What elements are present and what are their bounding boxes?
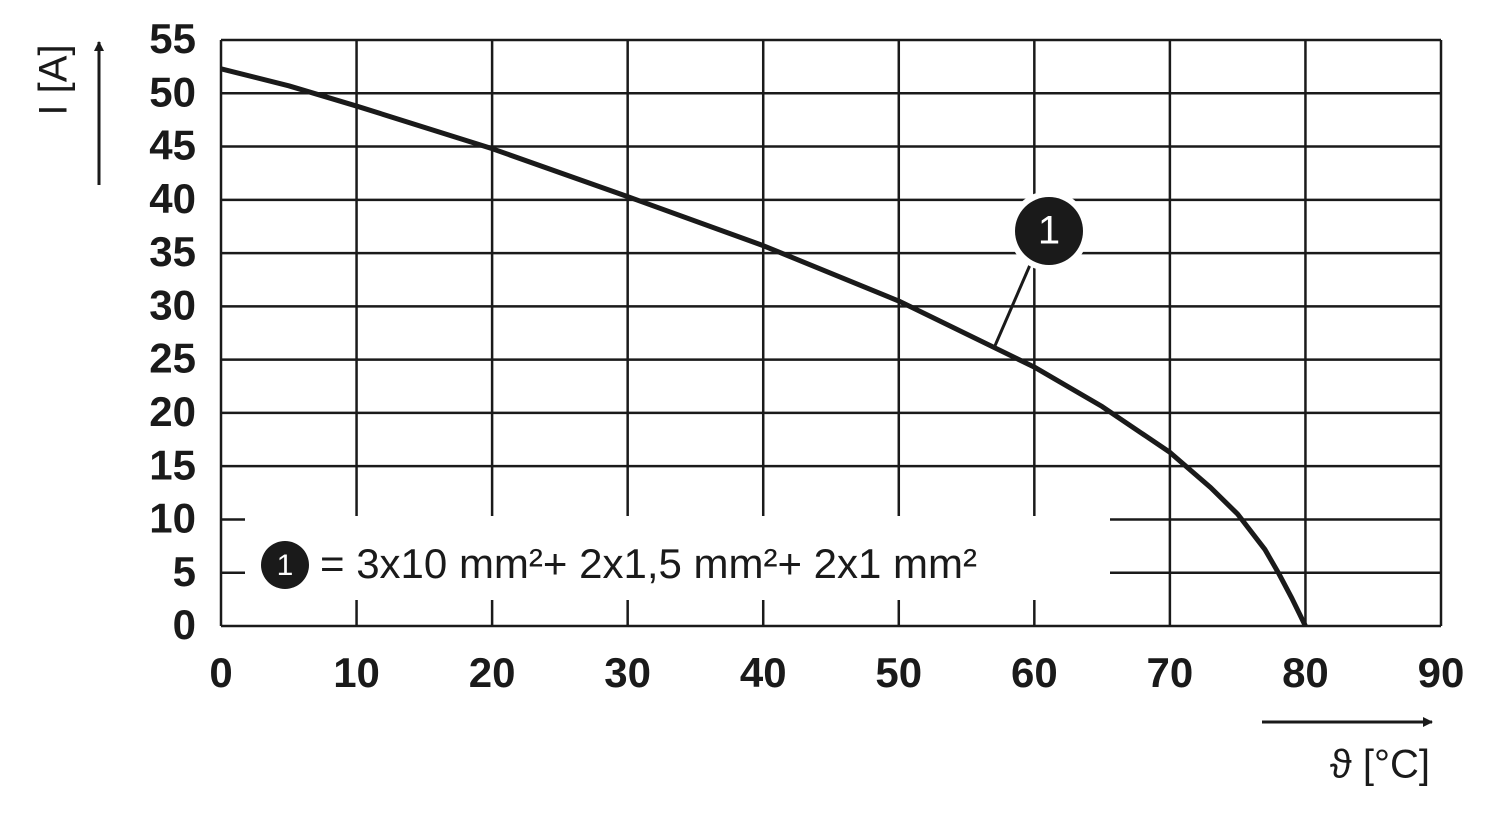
callout-label: 1 (1038, 209, 1060, 253)
y-tick-label: 35 (149, 228, 196, 275)
x-axis-label: ϑ [°C] (1330, 743, 1430, 787)
y-tick-label: 15 (149, 441, 196, 488)
y-tick-label: 40 (149, 175, 196, 222)
callout: 1 (992, 191, 1089, 349)
legend: 1 = 3x10 mm²+ 2x1,5 mm²+ 2x1 mm² (245, 516, 1110, 600)
x-tick-label: 30 (604, 649, 651, 696)
x-tick-label: 0 (209, 649, 232, 696)
legend-box (245, 516, 1110, 600)
callout-marker (1015, 197, 1083, 265)
y-axis-label: I [A] (32, 44, 76, 115)
x-tick-label: 60 (1011, 649, 1058, 696)
y-tick-label: 0 (173, 601, 196, 648)
y-tick-label: 55 (149, 15, 196, 62)
x-tick-label: 20 (469, 649, 516, 696)
x-tick-label: 10 (333, 649, 380, 696)
x-tick-label: 80 (1282, 649, 1329, 696)
plot (220, 66, 1308, 628)
y-tick-label: 50 (149, 68, 196, 115)
legend-marker-label: 1 (277, 549, 294, 582)
line-series (220, 66, 1308, 628)
y-tick-label: 25 (149, 335, 196, 382)
legend-marker (261, 541, 309, 589)
y-tick-label: 10 (149, 495, 196, 542)
y-tick-label: 20 (149, 388, 196, 435)
y-tick-label: 45 (149, 122, 196, 169)
callout-leader (992, 264, 1032, 349)
x-tick-label: 50 (875, 649, 922, 696)
y-tick-label: 30 (149, 281, 196, 328)
x-tick-label: 90 (1418, 649, 1465, 696)
x-tick-label: 40 (740, 649, 787, 696)
y-tick-label: 5 (173, 548, 196, 595)
legend-text: = 3x10 mm²+ 2x1,5 mm²+ 2x1 mm² (320, 540, 977, 587)
x-tick-label: 70 (1147, 649, 1194, 696)
